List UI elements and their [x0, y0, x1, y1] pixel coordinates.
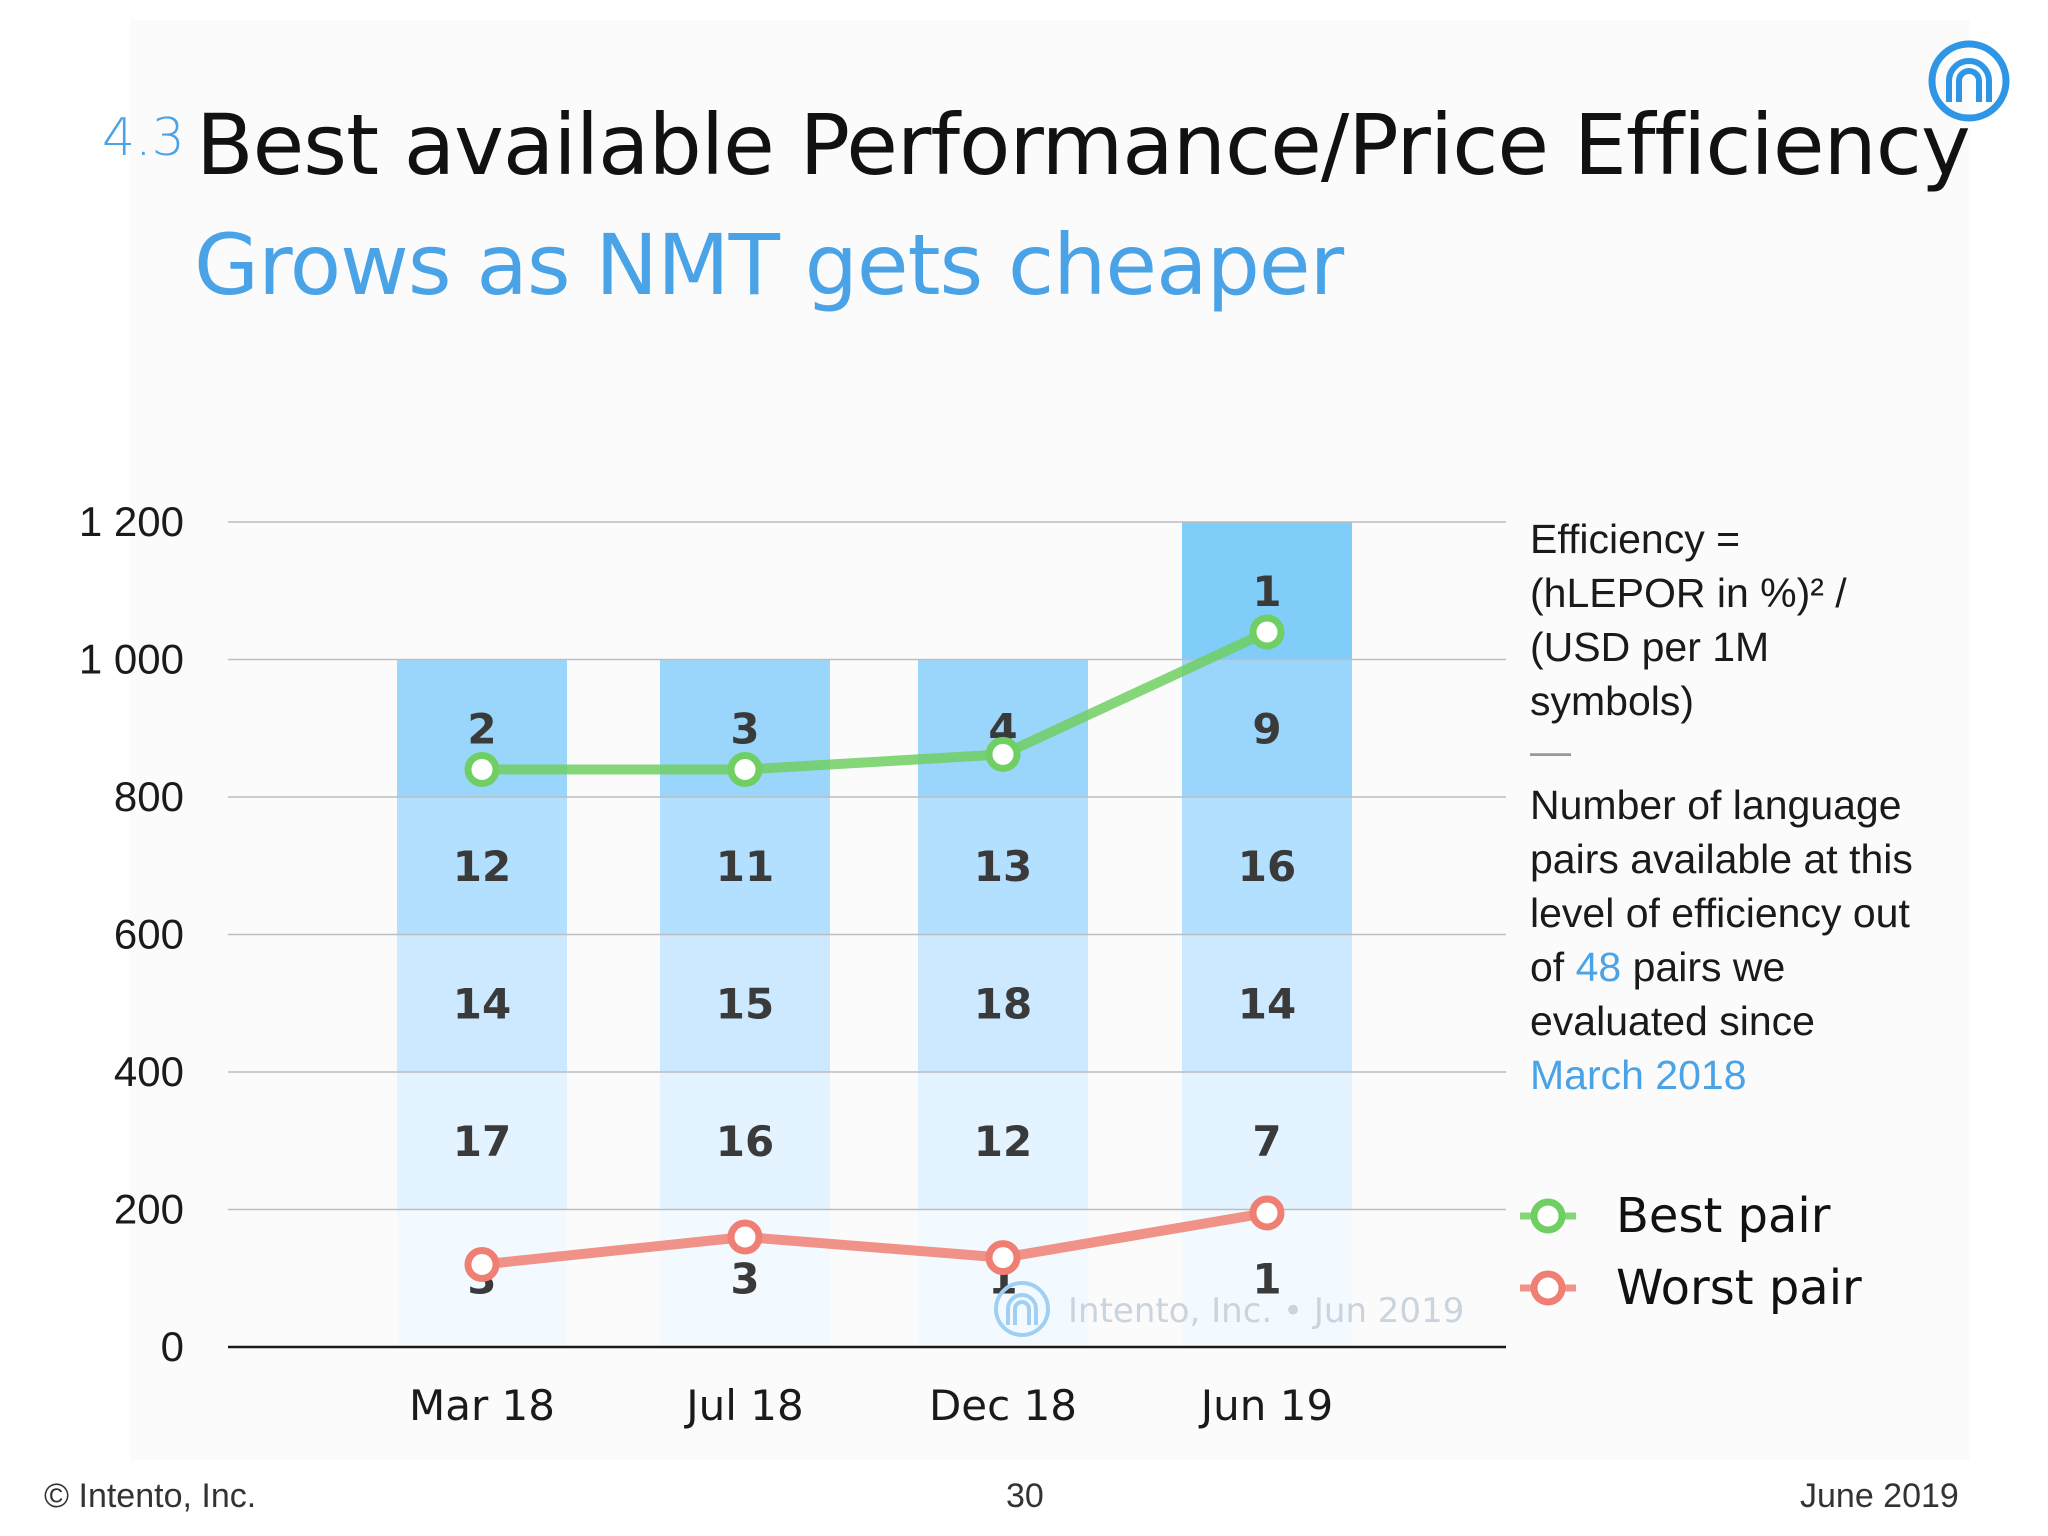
watermark-text: Intento, Inc. • Jun 2019 — [1068, 1291, 1464, 1331]
count-label: 15 — [716, 979, 774, 1028]
note-pair-count: 48 — [1575, 944, 1622, 990]
count-label: 14 — [1238, 979, 1296, 1028]
data-point — [1249, 614, 1285, 650]
note-since-date: March 2018 — [1530, 1052, 1747, 1098]
formula-line-4: symbols) — [1530, 678, 1695, 724]
y-tick-label: 400 — [114, 1048, 184, 1095]
count-label: 12 — [974, 1117, 1032, 1166]
intento-logo-icon — [1928, 40, 2010, 122]
series-line — [477, 627, 1272, 775]
count-label: 3 — [730, 704, 759, 753]
section-number: 4.3 — [102, 108, 185, 168]
legend-label-worst: Worst pair — [1616, 1260, 1862, 1316]
bar-segment — [1182, 1072, 1352, 1210]
x-tick-label: Jul 18 — [683, 1381, 803, 1430]
count-label: 13 — [974, 842, 1032, 891]
count-label: 11 — [716, 842, 774, 891]
legend-item-best: Best pair — [1520, 1180, 1862, 1252]
data-point — [727, 752, 763, 787]
bar-segment — [1182, 659, 1352, 797]
bars-layer — [397, 522, 1352, 1347]
bar-segment — [918, 934, 1088, 1072]
bar-segment — [397, 934, 567, 1072]
count-label: 14 — [453, 979, 511, 1028]
bar-segment — [397, 797, 567, 935]
y-tick-label: 800 — [114, 773, 184, 820]
bar-segment — [660, 1072, 830, 1210]
note-divider: — — [1530, 728, 1571, 774]
legend-label-best: Best pair — [1616, 1188, 1831, 1244]
count-label: 17 — [453, 1117, 511, 1166]
best-pair-marker-icon — [1520, 1198, 1576, 1234]
footer-copyright: © Intento, Inc. — [44, 1477, 257, 1515]
bar-segment — [1182, 1209, 1352, 1347]
bar-segment — [660, 797, 830, 935]
y-tick-label: 1 000 — [79, 636, 184, 683]
x-tick-label: Jun 19 — [1198, 1381, 1333, 1430]
note-desc-a: Number of language pairs available at th… — [1530, 782, 1913, 990]
series-line — [477, 1207, 1272, 1270]
efficiency-note: Efficiency = (hLEPOR in %)² / (USD per 1… — [1530, 512, 1950, 1102]
count-label: 3 — [730, 1254, 759, 1303]
watermark-logo-icon — [994, 1281, 1050, 1337]
y-tick-label: 1 200 — [79, 498, 184, 545]
count-label: 1 — [1252, 1254, 1281, 1303]
footer-date: June 2019 — [1800, 1477, 1959, 1515]
chart-legend: Best pair Worst pair — [1520, 1180, 1862, 1324]
series-lines-layer — [464, 614, 1285, 1282]
legend-item-worst: Worst pair — [1520, 1252, 1862, 1324]
watermark: Intento, Inc. • Jun 2019 — [994, 1281, 1464, 1337]
x-tick-label: Dec 18 — [929, 1381, 1077, 1430]
bar-segment — [918, 1072, 1088, 1210]
grid-layer — [228, 521, 1506, 1349]
bar-segment — [397, 1072, 567, 1210]
count-labels-layer: 31714122316151131121813417141691 — [453, 567, 1296, 1304]
formula-line-2: (hLEPOR in %)² / — [1530, 570, 1847, 616]
x-tick-label: Mar 18 — [409, 1381, 555, 1430]
data-point — [985, 1240, 1021, 1276]
y-tick-label: 200 — [114, 1186, 184, 1233]
count-label: 16 — [716, 1117, 774, 1166]
bar-segment — [1182, 797, 1352, 935]
data-point — [464, 1247, 500, 1282]
worst-pair-marker-icon — [1520, 1270, 1576, 1306]
formula-line-3: (USD per 1M — [1530, 624, 1770, 670]
y-tick-label: 600 — [114, 911, 184, 958]
note-description: Number of language pairs available at th… — [1530, 778, 1950, 1102]
page-title: Best available Performance/Price Efficie… — [196, 96, 1971, 194]
count-label: 2 — [467, 704, 496, 753]
count-label: 12 — [453, 842, 511, 891]
bar-segment — [660, 934, 830, 1072]
formula-line-1: Efficiency = — [1530, 516, 1741, 562]
note-desc-b: pairs we evaluated since — [1530, 944, 1815, 1044]
page-subtitle: Grows as NMT gets cheaper — [194, 216, 1344, 314]
count-label: 1 — [1252, 567, 1281, 616]
count-label: 18 — [974, 979, 1032, 1028]
footer-page-number: 30 — [1006, 1477, 1044, 1515]
data-point — [727, 1219, 763, 1255]
count-label: 16 — [1238, 842, 1296, 891]
data-point — [464, 752, 500, 787]
data-point — [985, 736, 1021, 772]
y-tick-label: 0 — [161, 1323, 184, 1370]
axis-labels-layer: 0 200 400 600 800 1 000 1 200 Mar 18 Jul 18 Dec 1… — [79, 498, 1333, 1430]
bar-segment — [918, 797, 1088, 935]
bar-segment — [1182, 934, 1352, 1072]
count-label: 7 — [1252, 1117, 1281, 1166]
count-label: 9 — [1252, 704, 1281, 753]
data-point — [1249, 1195, 1285, 1231]
